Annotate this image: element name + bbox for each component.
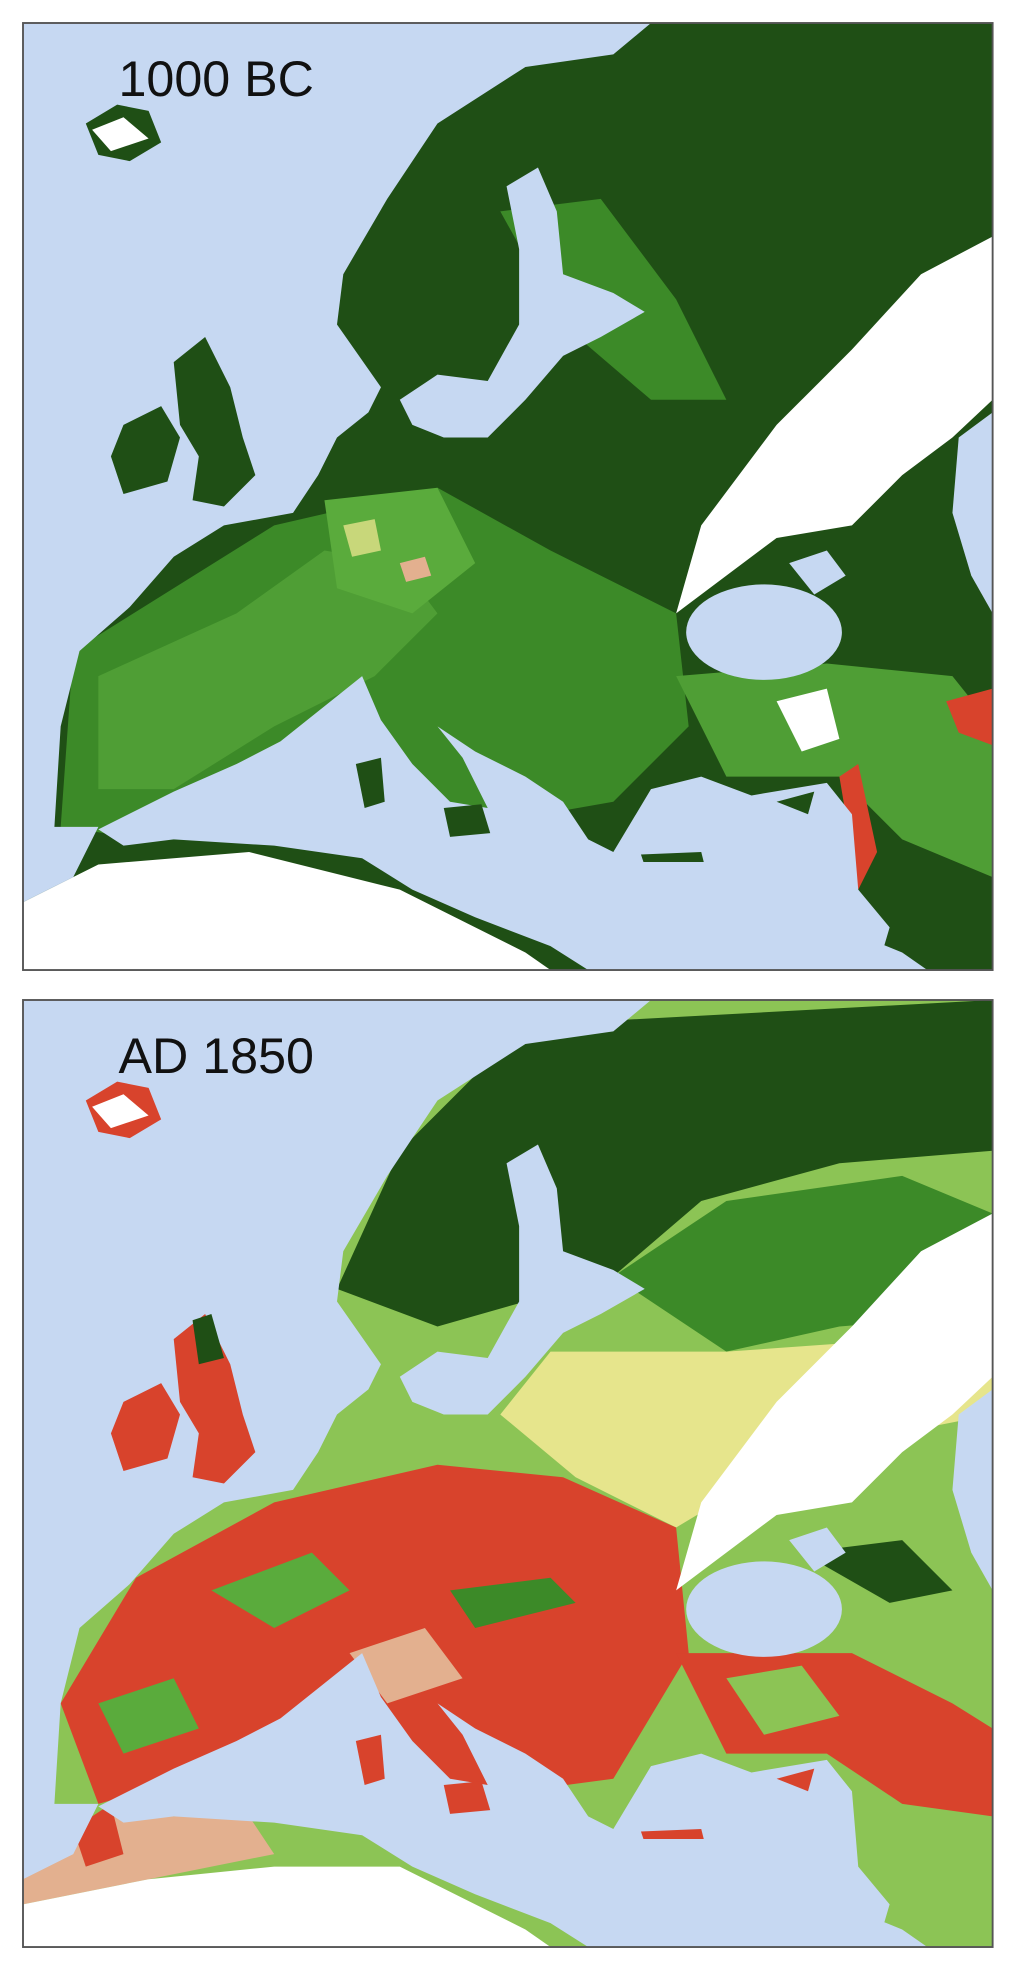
map-panel: AD 1850 [22, 999, 994, 1948]
map-panel: 1000 BC [22, 22, 994, 971]
panel-label: AD 1850 [118, 1028, 314, 1084]
panel-label: 1000 BC [118, 51, 314, 107]
